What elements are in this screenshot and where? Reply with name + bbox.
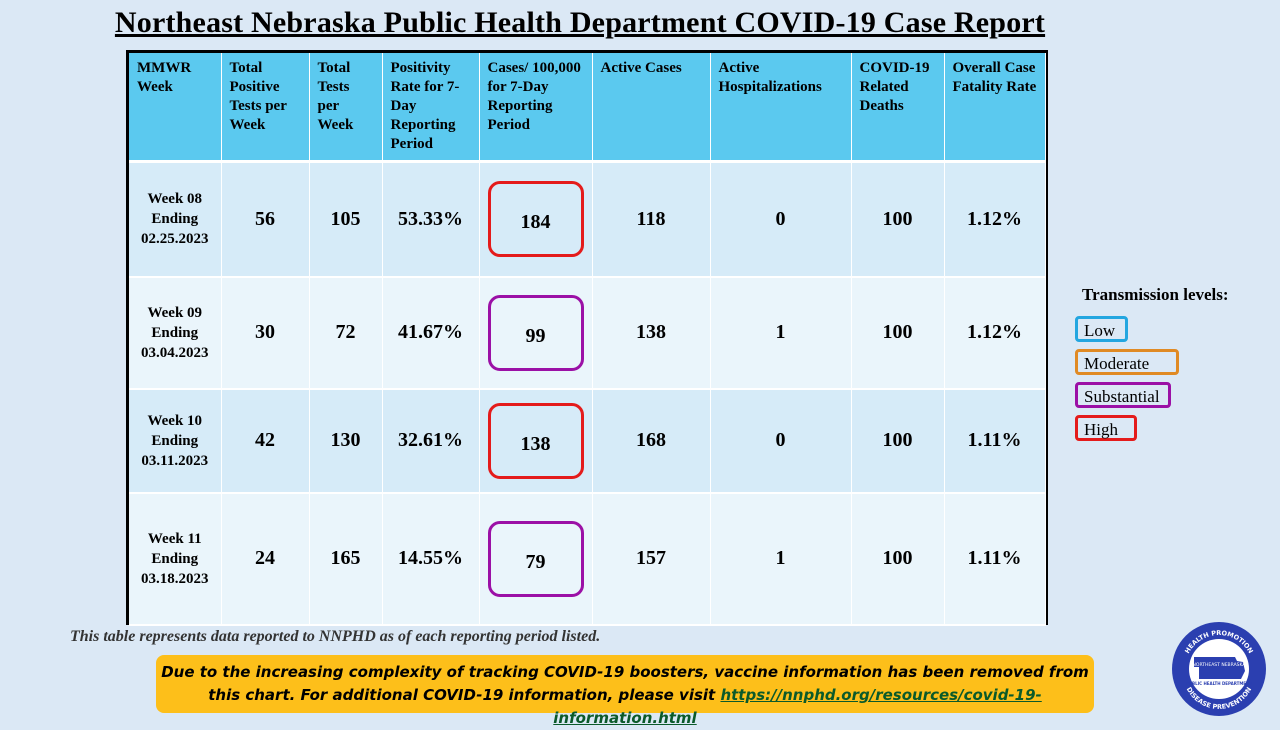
cases-per-100k-badge-high: 184: [487, 181, 584, 258]
active-cases-cell: 138: [592, 276, 711, 390]
header-positivity-rate: Positivity Rate for 7-Day Reporting Peri…: [382, 53, 480, 163]
week-cell: Week 10 Ending 03.11.2023: [129, 388, 222, 494]
total-tests-cell: 72: [309, 276, 383, 390]
week-date: 03.18.2023: [141, 570, 209, 587]
total-tests-cell: 165: [309, 492, 383, 626]
week-cell: Week 11 Ending 03.18.2023: [129, 492, 222, 626]
header-cases-per-100k: Cases/ 100,000 for 7-Day Reporting Perio…: [479, 53, 593, 163]
cases-per-100k-cell: 138: [479, 388, 593, 494]
legend-title: Transmission levels:: [1082, 285, 1229, 304]
positive-tests-cell: 56: [221, 161, 310, 278]
positive-tests-cell: 24: [221, 492, 310, 626]
week-date: 03.04.2023: [141, 344, 209, 361]
week-date: 02.25.2023: [141, 231, 209, 248]
total-tests-cell: 105: [309, 161, 383, 278]
header-active-hospitalizations: Active Hospitalizations: [710, 53, 852, 163]
table-header-row: MMWR Week Total Positive Tests per Week …: [129, 53, 1046, 163]
table-row: Week 11 Ending 03.18.2023 24 165 14.55% …: [129, 492, 1046, 626]
notice-text: Due to the increasing complexity of trac…: [161, 663, 1089, 704]
deaths-cell: 100: [851, 276, 945, 390]
deaths-cell: 100: [851, 161, 945, 278]
cases-per-100k-cell: 184: [479, 161, 593, 278]
table-row: Week 10 Ending 03.11.2023 42 130 32.61% …: [129, 388, 1046, 494]
table-row: Week 09 Ending 03.04.2023 30 72 41.67% 9…: [129, 276, 1046, 390]
week-ending-label: Ending: [151, 211, 199, 228]
hospitalizations-cell: 0: [710, 388, 852, 494]
seal-map-label: NORTHEAST NEBRASKA: [1193, 662, 1247, 668]
header-total-positive: Total Positive Tests per Week: [221, 53, 310, 163]
active-cases-cell: 168: [592, 388, 711, 494]
case-report-table: MMWR Week Total Positive Tests per Week …: [126, 50, 1048, 626]
active-cases-cell: 157: [592, 492, 711, 626]
week-label: Week 11: [147, 530, 202, 547]
positivity-rate-cell: 41.67%: [382, 276, 480, 390]
legend-item-high: High: [1075, 415, 1137, 441]
deaths-cell: 100: [851, 492, 945, 626]
vaccine-notice-banner: Due to the increasing complexity of trac…: [156, 655, 1094, 727]
deaths-cell: 100: [851, 388, 945, 494]
page-title: Northeast Nebraska Public Health Departm…: [114, 6, 1046, 39]
legend-item-substantial: Substantial: [1075, 382, 1171, 408]
cases-per-100k-cell: 99: [479, 276, 593, 390]
positivity-rate-cell: 32.61%: [382, 388, 480, 494]
fatality-rate-cell: 1.11%: [944, 388, 1046, 494]
week-label: Week 09: [147, 304, 203, 321]
cases-per-100k-badge-substantial: 99: [487, 294, 584, 371]
table-footnote: This table represents data reported to N…: [70, 628, 601, 645]
fatality-rate-cell: 1.12%: [944, 161, 1046, 278]
header-active-cases: Active Cases: [592, 53, 711, 163]
positive-tests-cell: 42: [221, 388, 310, 494]
week-date: 03.11.2023: [141, 452, 209, 469]
week-ending-label: Ending: [151, 432, 199, 449]
positivity-rate-cell: 53.33%: [382, 161, 480, 278]
seal-center-text: PUBLIC HEALTH DEPARTMENT: [1186, 681, 1253, 686]
cases-per-100k-badge-substantial: 79: [487, 520, 584, 597]
hospitalizations-cell: 0: [710, 161, 852, 278]
table-row: Week 08 Ending 02.25.2023 56 105 53.33% …: [129, 161, 1046, 278]
week-cell: Week 09 Ending 03.04.2023: [129, 276, 222, 390]
legend-item-moderate: Moderate: [1075, 349, 1179, 375]
header-mmwr-week: MMWR Week: [129, 53, 222, 163]
legend-item-low: Low: [1075, 316, 1128, 342]
nnphd-seal-icon: HEALTH PROMOTION DISEASE PREVENTION NORT…: [1171, 621, 1267, 717]
fatality-rate-cell: 1.12%: [944, 276, 1046, 390]
hospitalizations-cell: 1: [710, 492, 852, 626]
fatality-rate-cell: 1.11%: [944, 492, 1046, 626]
positivity-rate-cell: 14.55%: [382, 492, 480, 626]
cases-per-100k-badge-high: 138: [487, 402, 584, 479]
active-cases-cell: 118: [592, 161, 711, 278]
header-total-tests: Total Tests per Week: [309, 53, 383, 163]
week-label: Week 08: [147, 191, 203, 208]
week-ending-label: Ending: [151, 324, 199, 341]
week-label: Week 10: [147, 412, 203, 429]
hospitalizations-cell: 1: [710, 276, 852, 390]
header-fatality-rate: Overall Case Fatality Rate: [944, 53, 1046, 163]
positive-tests-cell: 30: [221, 276, 310, 390]
week-ending-label: Ending: [151, 550, 199, 567]
week-cell: Week 08 Ending 02.25.2023: [129, 161, 222, 278]
cases-per-100k-cell: 79: [479, 492, 593, 626]
header-deaths: COVID-19 Related Deaths: [851, 53, 945, 163]
total-tests-cell: 130: [309, 388, 383, 494]
